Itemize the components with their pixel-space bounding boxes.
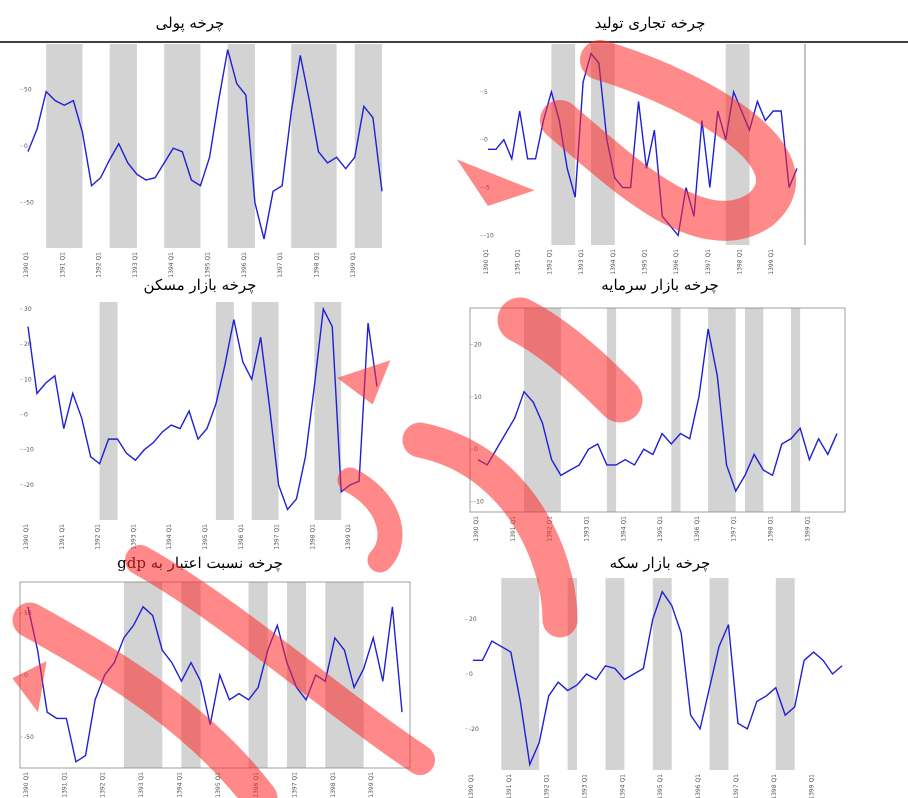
x-tick-label: 1397 Q1 [733,774,740,798]
x-tick-label: 1392 Q1 [95,524,102,550]
shaded-band [355,44,382,248]
y-tick-label: 5 [484,89,488,96]
x-tick-label: 1396 Q1 [695,774,702,798]
x-tick-label: 1399 Q1 [804,516,811,542]
x-tick-label: 1398 Q1 [309,524,316,550]
chart-sheet: چرخه پولی-500501390 Q11391 Q11392 Q11393… [0,0,908,798]
chart-title: چرخه تجاری تولید [595,14,706,32]
x-tick-label: 1391 Q1 [59,252,66,278]
x-tick-label: 1394 Q1 [176,772,183,798]
shaded-band [291,44,336,248]
x-tick-label: 1390 Q1 [23,252,30,278]
x-tick-label: 1392 Q1 [544,774,551,798]
x-tick-label: 1399 Q1 [368,772,375,798]
x-tick-label: 1398 Q1 [313,252,320,278]
y-tick-label: 0 [484,137,488,144]
chart-panel: چرخه پولی -50 0 50 1390 Q1 1391 Q1 1392 Q1 1393… [20,14,382,278]
y-tick-label: 10 [24,376,32,383]
x-tick-label: 1390 Q1 [468,774,475,798]
x-tick-label: 1394 Q1 [168,252,175,278]
chart-title: چرخه بازار سکه [610,554,711,572]
x-tick-label: 1395 Q1 [641,249,648,275]
x-tick-label: 1395 Q1 [657,516,664,542]
shaded-band [46,44,82,248]
x-tick-label: 1395 Q1 [202,524,209,550]
y-tick-label: 50 [24,86,32,93]
x-tick-label: 1399 Q1 [345,524,352,550]
shaded-band [325,582,363,768]
x-tick-label: 1394 Q1 [610,249,617,275]
x-tick-label: 1393 Q1 [138,772,145,798]
y-tick-label: 20 [474,342,482,349]
shaded-band [671,308,680,512]
shaded-band [605,578,624,770]
x-tick-label: 1393 Q1 [582,774,589,798]
chart-title: چرخه بازار سرمایه [601,276,718,294]
shaded-band [252,302,279,520]
x-tick-label: 1393 Q1 [132,252,139,278]
x-tick-label: 1391 Q1 [506,774,513,798]
x-tick-label: 1399 Q1 [768,249,775,275]
x-tick-label: 1398 Q1 [737,249,744,275]
x-tick-label: 1391 Q1 [59,524,66,550]
x-tick-label: 1393 Q1 [578,249,585,275]
shaded-band [791,308,800,512]
y-tick-label: -50 [24,734,34,741]
x-tick-label: 1398 Q1 [330,772,337,798]
x-tick-label: 1397 Q1 [277,252,284,278]
x-tick-label: 1391 Q1 [515,249,522,275]
shaded-band [249,582,268,768]
x-tick-label: 1397 Q1 [705,249,712,275]
y-tick-label: -10 [24,447,34,454]
chart-title: چرخه بازار مسکن [144,276,257,294]
x-tick-label: 1398 Q1 [771,774,778,798]
y-tick-label: -10 [484,232,494,239]
chart-title: چرخه پولی [156,14,225,32]
x-tick-label: 1396 Q1 [238,524,245,550]
y-tick-label: -20 [24,482,34,489]
x-tick-label: 1395 Q1 [205,252,212,278]
x-tick-label: 1394 Q1 [620,516,627,542]
x-tick-label: 1397 Q1 [292,772,299,798]
x-tick-label: 1398 Q1 [768,516,775,542]
shaded-band [164,44,200,248]
y-tick-label: 0 [24,412,28,419]
x-tick-label: 1390 Q1 [23,524,30,550]
y-tick-label: 20 [469,616,477,623]
shaded-band [501,578,539,770]
x-tick-label: 1399 Q1 [350,252,357,278]
x-tick-label: 1396 Q1 [673,249,680,275]
x-tick-label: 1396 Q1 [694,516,701,542]
y-tick-label: 0 [24,143,28,150]
y-tick-label: 30 [24,306,32,313]
x-tick-label: 1393 Q1 [583,516,590,542]
shaded-band [653,578,672,770]
shaded-band [100,302,118,520]
y-tick-label: -50 [24,200,34,207]
x-tick-label: 1391 Q1 [61,772,68,798]
x-tick-label: 1394 Q1 [166,524,173,550]
y-tick-label: 10 [474,394,482,401]
shaded-band [110,44,137,248]
x-tick-label: 1394 Q1 [619,774,626,798]
x-tick-label: 1396 Q1 [241,252,248,278]
shaded-band [745,308,763,512]
y-tick-label: 0 [469,671,473,678]
x-tick-label: 1390 Q1 [483,249,490,275]
x-tick-label: 1397 Q1 [731,516,738,542]
x-tick-label: 1399 Q1 [809,774,816,798]
x-tick-label: 1390 Q1 [473,516,480,542]
page: چرخه پولی-500501390 Q11391 Q11392 Q11393… [0,0,908,798]
x-tick-label: 1392 Q1 [100,772,107,798]
y-tick-label: -20 [469,726,479,733]
x-tick-label: 1392 Q1 [96,252,103,278]
x-tick-label: 1392 Q1 [546,249,553,275]
chart-panel: چرخه بازار مسکن-20-1001020301390 Q11391 … [20,276,377,550]
x-tick-label: 1397 Q1 [274,524,281,550]
x-tick-label: 1395 Q1 [657,774,664,798]
chart-panel: چرخه بازار سکه -20 0 20 1390 Q1 1391 Q1 1392 Q… [465,554,842,798]
x-tick-label: 1390 Q1 [23,772,30,798]
shaded-band [776,578,795,770]
y-tick-label: -10 [474,499,484,506]
